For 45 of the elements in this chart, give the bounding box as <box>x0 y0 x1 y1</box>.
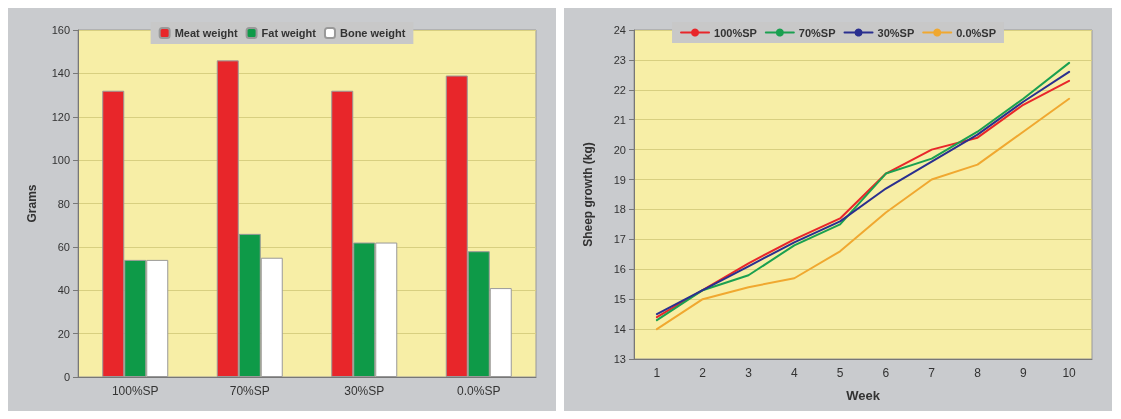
legend-label: 70%SP <box>798 26 836 39</box>
x-tick-label: 10 <box>1062 366 1077 380</box>
y-tick-label: 24 <box>613 24 626 36</box>
y-tick-label: 14 <box>613 323 626 336</box>
y-tick-label: 20 <box>57 327 70 340</box>
y-axis-title: Sheep growth (kg) <box>581 142 595 247</box>
x-tick-label: 2 <box>699 366 707 380</box>
x-tick-label: 70%SP <box>229 384 270 398</box>
y-tick-label: 15 <box>613 293 626 306</box>
x-tick-label: 30%SP <box>344 384 385 398</box>
x-tick-label: 9 <box>1019 366 1027 380</box>
y-tick-label: 140 <box>51 67 70 80</box>
legend-label: 30%SP <box>877 26 915 39</box>
x-tick-label: 5 <box>836 366 844 380</box>
y-tick-label: 21 <box>613 113 626 126</box>
y-tick-label: 40 <box>57 284 70 297</box>
y-tick-label: 160 <box>51 24 70 36</box>
y-tick-label: 18 <box>613 203 626 216</box>
legend-label: 100%SP <box>714 26 757 39</box>
y-tick-label: 60 <box>57 240 70 253</box>
y-tick-label: 100 <box>51 154 70 167</box>
y-tick-label: 19 <box>613 173 626 186</box>
x-tick-label: 1 <box>653 366 661 380</box>
y-tick-label: 20 <box>613 143 626 156</box>
x-tick-label: 8 <box>974 366 982 380</box>
y-tick-label: 17 <box>613 233 626 246</box>
x-tick-label: 0.0%SP <box>457 384 501 398</box>
x-tick-label: 4 <box>790 366 798 380</box>
y-tick-label: 16 <box>613 263 626 276</box>
y-tick-label: 80 <box>57 197 70 210</box>
legend-label: Meat weight <box>174 27 238 39</box>
y-tick-label: 120 <box>51 110 70 123</box>
x-tick-label: 7 <box>928 366 936 380</box>
legend-label: Bone weight <box>339 27 406 39</box>
legend-label: Fat weight <box>261 27 317 39</box>
y-axis-title: Grams <box>25 184 39 223</box>
x-tick-label: 100%SP <box>111 384 159 398</box>
y-tick-label: 22 <box>613 83 626 96</box>
legend-label: 0.0%SP <box>956 26 996 39</box>
y-tick-label: 0 <box>63 371 70 383</box>
x-tick-label: 6 <box>882 366 890 380</box>
y-tick-label: 13 <box>613 353 626 365</box>
y-tick-label: 23 <box>613 53 626 66</box>
x-tick-label: 3 <box>745 366 753 380</box>
x-axis-title: Week <box>846 388 881 403</box>
